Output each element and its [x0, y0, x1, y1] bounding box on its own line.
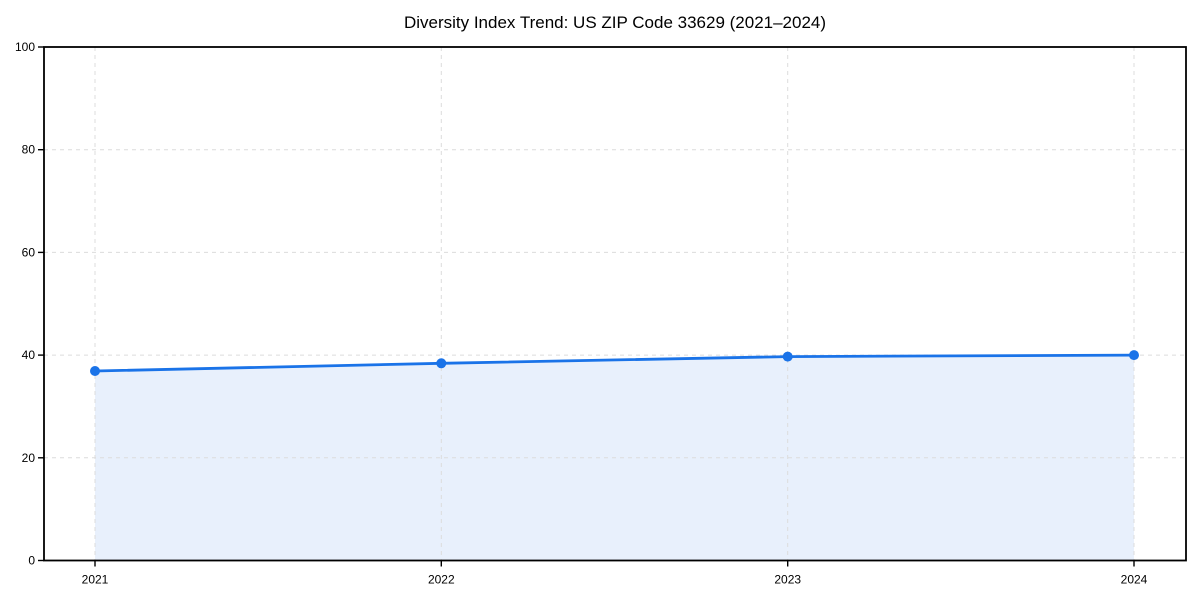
data-point: [90, 366, 100, 376]
y-tick-label: 40: [22, 348, 36, 362]
data-point: [436, 358, 447, 369]
x-tick-label: 2022: [428, 573, 455, 587]
y-tick-label: 80: [22, 143, 36, 157]
data-point: [1129, 350, 1139, 361]
data-point: [782, 351, 793, 362]
x-tick-label: 2021: [82, 573, 109, 587]
y-tick-label: 0: [28, 554, 35, 568]
y-tick-label: 20: [22, 451, 36, 465]
chart-title: Diversity Index Trend: US ZIP Code 33629…: [403, 13, 827, 32]
y-tick-label: 100: [15, 40, 35, 54]
x-tick-label: 2024: [1121, 573, 1148, 587]
plot-border: [43, 46, 1187, 562]
trend-line: [93, 353, 1136, 373]
x-tick-label: 2023: [774, 573, 801, 587]
y-tick-label: 60: [22, 245, 36, 259]
